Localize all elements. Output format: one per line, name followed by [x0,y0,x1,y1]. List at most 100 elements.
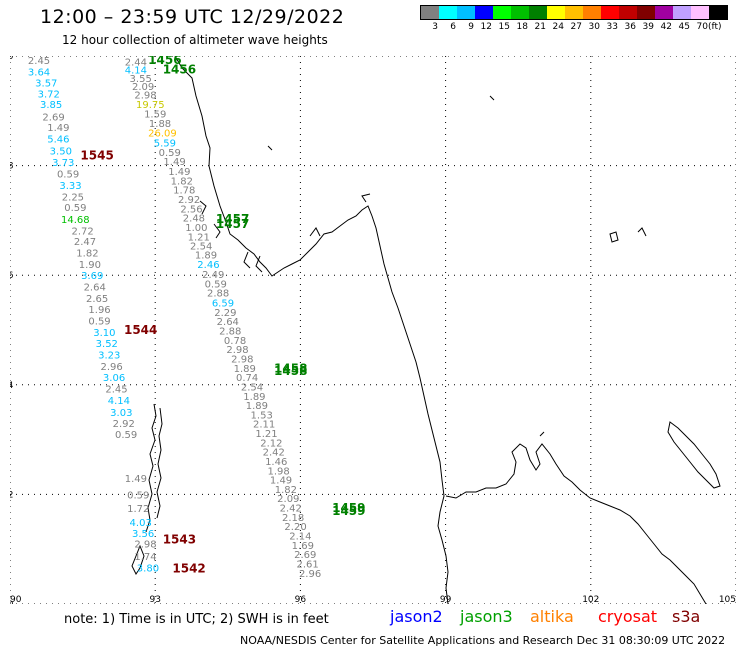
color-swatch [457,6,475,19]
wave-height-value: 2.92 [178,195,200,206]
wave-height-value: 1.21 [255,429,277,440]
wave-height-value: 2.98 [134,540,156,551]
wave-height-value: 0.78 [224,336,246,347]
wave-height-value: 1.49 [125,474,147,485]
color-scale-label: 12 [480,22,492,32]
wave-height-value: 3.50 [50,146,72,157]
color-swatch [673,6,691,19]
wave-height-value: 4.14 [108,396,130,407]
wave-height-value: 3.52 [96,339,118,350]
wave-height-value: 2.56 [180,204,202,215]
lat-tick-label: 12 [10,490,13,500]
wave-height-value: 3.55 [130,74,152,85]
color-swatch [421,6,439,19]
color-scale-label: 33 [606,22,618,32]
color-scale-label: 9 [468,22,474,32]
lat-tick-label: 14 [10,381,14,391]
wave-height-value: 2.48 [183,214,205,225]
coastline [131,56,721,604]
color-swatch [691,6,709,19]
lon-tick-label: 96 [295,595,307,604]
color-swatch [709,6,727,19]
wave-height-value: 1.82 [275,485,297,496]
satellite-legend-jason2: jason2 [390,607,443,626]
color-swatch [637,6,655,19]
wave-height-value: 3.23 [98,351,120,362]
lon-tick-label: 99 [440,595,452,604]
wave-height-value: 2.98 [231,354,253,365]
satellite-legend-jason3: jason3 [460,607,513,626]
wave-height-value: 1.89 [243,392,265,403]
wave-height-value: 2.18 [282,513,304,524]
wave-height-value: 1.49 [163,157,185,168]
satellite-legend-s3a: s3a [672,607,701,626]
color-swatch [565,6,583,19]
pass-time-label: 1544 [124,323,157,337]
lon-tick-label: 105 [719,595,736,604]
pass-time-label: 1459 [332,501,365,515]
color-scale-label: 6 [450,22,456,32]
wave-height-value: 1.46 [265,457,287,468]
wave-height-value: 2.98 [226,345,248,356]
lat-lon-grid: 20 18 16 14 12 1090 93 96 99 102 105 [10,56,736,604]
credit-line: NOAA/NESDIS Center for Satellite Applica… [240,634,726,647]
wave-height-value: 1.89 [195,250,217,261]
map-title: 12:00 – 23:59 UTC 12/29/2022 [40,6,345,28]
wave-height-value: 2.14 [289,532,311,543]
color-scale-label: 24 [552,22,564,32]
wave-height-value: 1.59 [144,110,166,121]
lat-tick-label: 16 [10,271,14,281]
pass-time-label: 1543 [163,532,196,546]
pass-labels: 1456145615451457145715441458145815431459… [80,56,365,575]
wave-height-value: 1.88 [149,119,171,130]
wave-height-value: 2.46 [197,260,219,271]
color-scale-label: 39 [642,22,654,32]
wave-height-value: 1.69 [292,541,314,552]
wave-height-value: 3.06 [103,373,125,384]
wave-height-value: 2.98 [134,90,156,101]
wave-height-value: 3.10 [93,328,115,339]
wave-height-value: 0.74 [236,373,258,384]
color-swatch [475,6,493,19]
color-swatch [529,6,547,19]
lat-tick-label: 10 [10,600,14,604]
wave-height-value: 3.73 [52,158,74,169]
wave-height-value: 2.96 [299,569,321,580]
pass-time-label: 1458 [274,364,307,378]
wave-height-value: 3.85 [40,100,62,111]
wave-height-value: 2.65 [86,294,108,305]
color-scale-label: 36 [624,22,636,32]
wave-height-value: 1.96 [88,305,110,316]
wave-height-value: 0.59 [115,430,137,441]
wave-height-value: 14.68 [61,215,90,226]
pass-time-label: 1545 [80,149,113,163]
color-swatch [511,6,529,19]
color-swatch [439,6,457,19]
color-scale-swatches [420,5,728,20]
lat-tick-label: 20 [10,56,14,62]
pass-time-label: 1457 [216,217,249,231]
wave-height-value: 1.74 [134,552,156,563]
wave-height-value: 3.56 [132,529,154,540]
wave-height-value: 2.42 [263,448,285,459]
wave-height-value: 2.47 [74,237,96,248]
wave-height-map: 20181614121090939699102105 2.453.643.573… [10,56,736,604]
wave-height-value: 0.59 [159,148,181,159]
pass-time-label: 1542 [172,561,205,575]
wave-height-value: 2.61 [297,559,319,570]
map-subtitle: 12 hour collection of altimeter wave hei… [62,33,328,47]
wave-height-value: 2.64 [84,283,106,294]
satellite-legend-altika: altika [530,607,574,626]
wave-height-value: 2.09 [132,82,154,93]
color-swatch [601,6,619,19]
color-swatch [547,6,565,19]
wave-height-value: 0.59 [127,490,149,501]
color-scale-label: 45 [678,22,690,32]
wave-height-value: 4.03 [130,518,152,529]
wave-height-value: 4.14 [125,66,147,77]
pass-time-label: 1458 [274,361,307,375]
wave-height-value: 1.72 [127,504,149,515]
color-scale-label: 30 [588,22,600,32]
wave-height-value: 1.82 [171,176,193,187]
wave-height-value: 1.49 [270,476,292,487]
